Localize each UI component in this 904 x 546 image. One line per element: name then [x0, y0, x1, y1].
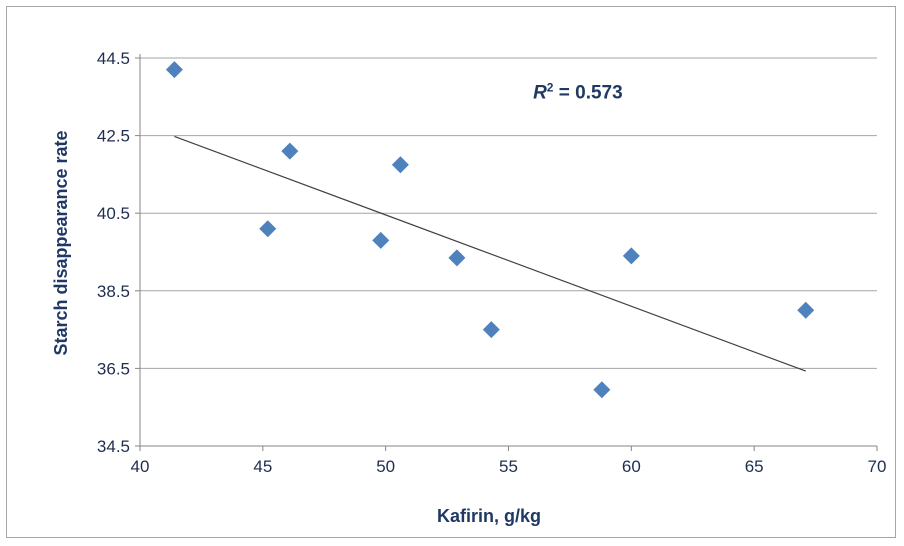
data-points [165, 61, 815, 399]
chart-frame [6, 6, 896, 538]
data-point-diamond [482, 321, 500, 339]
y-tick-label: 44.5 [97, 49, 130, 68]
trendline [174, 135, 806, 372]
data-point-diamond [281, 142, 299, 160]
data-point-diamond [593, 381, 611, 399]
gridlines [140, 57, 877, 369]
y-axis-title: Starch disappearance rate [51, 130, 71, 355]
r-superscript: 2 [547, 81, 554, 95]
y-tick-label: 42.5 [97, 127, 130, 146]
y-tick-label: 34.5 [97, 437, 130, 456]
y-tick-labels: 34.5 36.5 38.5 40.5 42.5 44.5 [97, 49, 130, 456]
y-tick-label: 36.5 [97, 359, 130, 378]
data-point-diamond [372, 231, 390, 249]
trendline-group [174, 135, 806, 372]
x-tick-label: 50 [376, 457, 395, 476]
data-point-diamond [391, 156, 409, 174]
x-tick-label: 65 [745, 457, 764, 476]
r-symbol: R [533, 83, 547, 104]
x-axis-title: Kafirin, g/kg [437, 506, 541, 526]
x-tick-label: 55 [499, 457, 518, 476]
data-point-diamond [622, 247, 640, 265]
y-tick-label: 40.5 [97, 204, 130, 223]
data-point-diamond [448, 249, 466, 267]
x-tick-label: 45 [253, 457, 272, 476]
axes [135, 54, 878, 451]
data-point-diamond [797, 301, 815, 319]
x-tick-label: 40 [131, 457, 150, 476]
r-squared-annotation: R2 = 0.573 [533, 81, 623, 104]
x-tick-label: 60 [622, 457, 641, 476]
data-point-diamond [259, 220, 277, 238]
x-tick-labels: 40 45 50 55 60 65 70 [131, 457, 887, 476]
y-tick-label: 38.5 [97, 282, 130, 301]
r-squared-value: = 0.573 [553, 83, 622, 104]
x-tick-label: 70 [868, 457, 887, 476]
data-point-diamond [165, 61, 183, 79]
